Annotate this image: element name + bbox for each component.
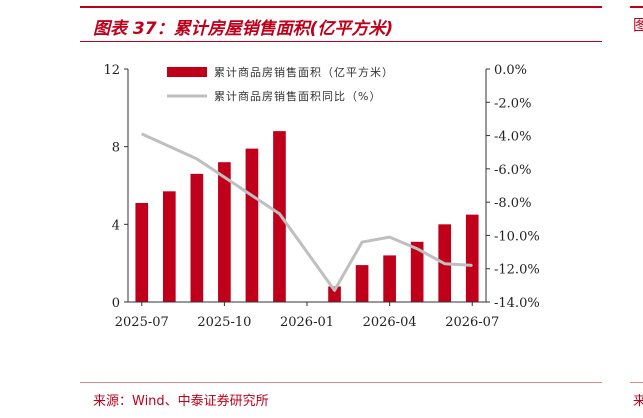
legend-label-line: 累计商品房销售面积同比（%） [214, 89, 381, 103]
bar-2025-12 [273, 131, 286, 302]
bar-2025-08 [162, 191, 176, 302]
top-rule [80, 6, 602, 8]
point-2026-03 [361, 241, 363, 243]
point-2025-12 [278, 213, 281, 215]
chart-legend: 累计商品房销售面积（亿平方米） 累计商品房销售面积同比（%） [167, 65, 394, 103]
right-tick-label: 0.0% [494, 63, 527, 78]
adjacent-figure-title: 图 [633, 16, 643, 34]
point-2025-09 [196, 158, 198, 160]
chart-ticks: 0 4 8 12 0.0% -2.0% -4.0% -6.0% -8.0% -10.0% -12.0… [103, 63, 539, 330]
right-tick-label: -14.0% [494, 296, 540, 311]
yoy-line [141, 132, 473, 292]
bar-2026-07 [465, 214, 479, 302]
point-2026-05 [416, 248, 418, 250]
x-tick-label: 2025-07 [115, 315, 169, 330]
left-tick-label: 0 [112, 296, 120, 311]
line-series [141, 132, 473, 292]
point-2026-04 [389, 236, 391, 238]
left-tick-label: 12 [103, 63, 120, 78]
point-2025-07 [141, 133, 143, 135]
chart-axes [127, 69, 487, 303]
point-2026-02 [333, 289, 336, 291]
bar-2026-02 [328, 286, 341, 302]
x-tick-label: 2026-07 [445, 315, 499, 330]
right-tick-label: -8.0% [494, 196, 531, 211]
bar-2025-07 [135, 202, 149, 302]
top-rule-right [630, 6, 643, 8]
right-tick-label: -10.0% [494, 229, 540, 244]
source-note: 来源：Wind、中泰证券研究所 [93, 394, 269, 409]
figure-title: 图表 37：累计房屋销售面积(亿平方米) [93, 19, 394, 39]
right-tick-label: -12.0% [494, 263, 540, 278]
bar-series [135, 131, 479, 302]
bar-2026-03 [355, 265, 369, 302]
point-2026-07 [471, 264, 473, 266]
bar-2026-04 [383, 255, 396, 302]
source-rule [80, 382, 602, 383]
bar-2025-09 [190, 173, 204, 302]
adjacent-source-note: 来 [633, 394, 643, 409]
x-tick-label: 2026-01 [280, 315, 334, 330]
point-2025-11 [251, 194, 253, 197]
left-tick-label: 4 [112, 218, 120, 233]
bar-2025-10 [218, 162, 231, 302]
source-rule-right [630, 382, 643, 383]
legend-label-bar: 累计商品房销售面积（亿平方米） [214, 65, 394, 79]
title-rule [80, 41, 602, 42]
x-tick-label: 2025-10 [197, 315, 251, 330]
bar-2025-11 [245, 148, 259, 302]
right-tick-label: -6.0% [494, 163, 531, 178]
left-tick-label: 8 [112, 141, 120, 156]
right-tick-label: -2.0% [494, 96, 531, 111]
legend-swatch-bar [167, 67, 207, 77]
right-tick-label: -4.0% [494, 130, 531, 145]
bar-2026-05 [410, 241, 424, 302]
point-2026-06 [444, 263, 446, 265]
x-tick-label: 2026-04 [363, 315, 417, 330]
